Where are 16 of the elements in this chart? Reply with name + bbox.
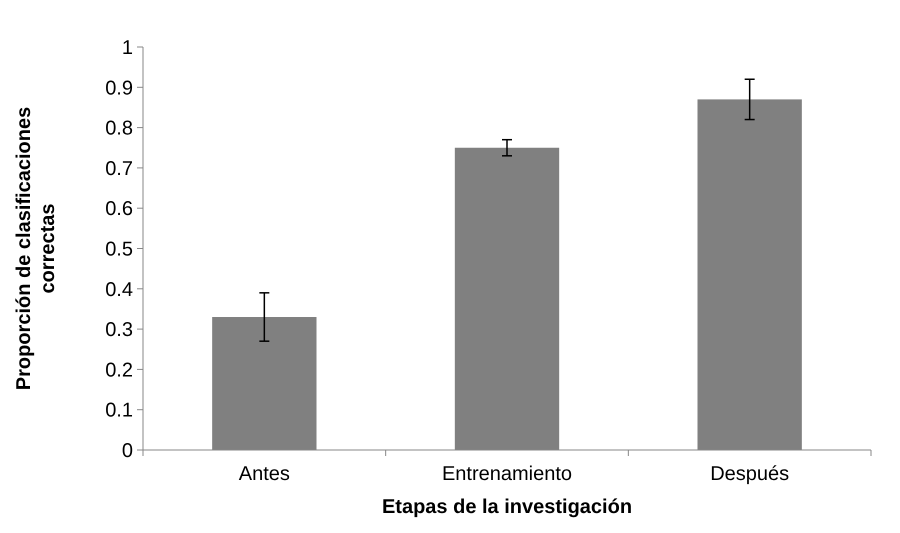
y-tick-label: 0.2 <box>105 359 133 382</box>
y-tick-label: 0.1 <box>105 400 133 422</box>
y-tick-label: 1 <box>122 37 133 59</box>
y-tick-label: 0.9 <box>105 77 133 100</box>
y-tick-label: 0 <box>122 440 133 462</box>
x-axis-title: Etapas de la investigación <box>382 496 632 518</box>
y-tick-label: 0.6 <box>105 198 133 220</box>
y-tick-label: 0.3 <box>105 319 133 342</box>
y-tick-label: 0.8 <box>105 118 133 140</box>
y-axis-title: Proporción de clasificaciones correctas <box>13 106 59 390</box>
y-tick-label: 0.5 <box>105 238 133 260</box>
x-tick-label: Después <box>710 463 790 485</box>
y-tick-label: 0.7 <box>105 158 133 180</box>
x-tick-label: Entrenamiento <box>442 463 572 485</box>
y-tick-label: 0.4 <box>105 278 133 301</box>
x-tick-label: Antes <box>238 463 290 485</box>
